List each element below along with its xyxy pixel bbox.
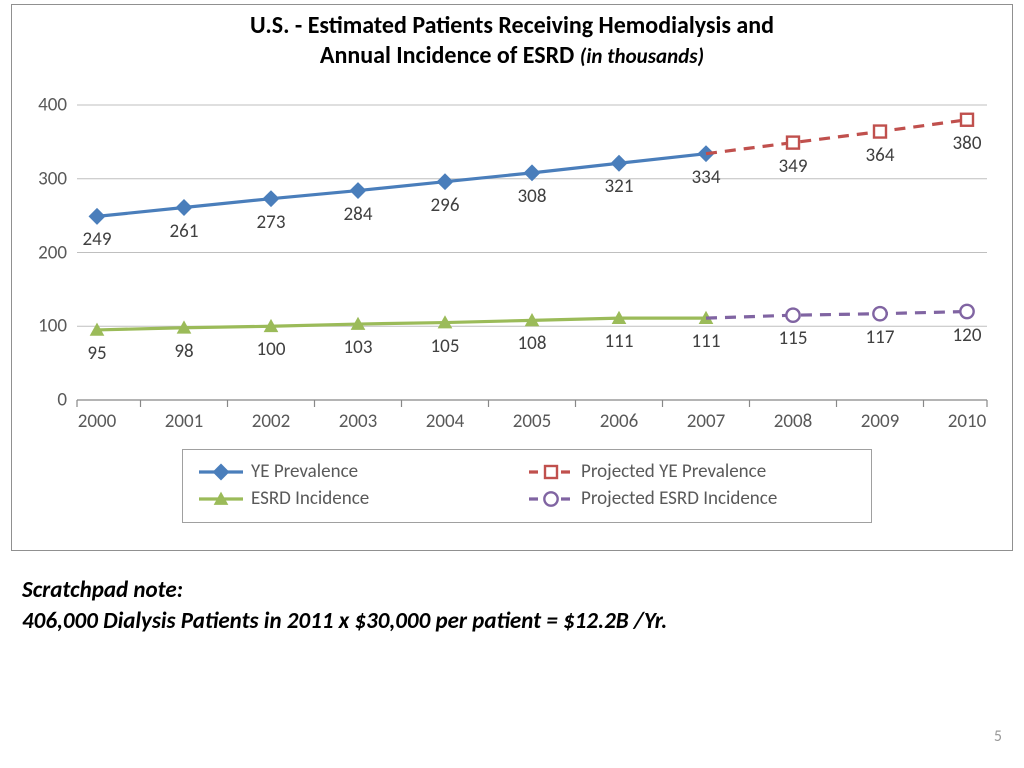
legend-item-esrd-incidence: ESRD Incidence	[197, 485, 527, 512]
data-label: 115	[779, 327, 808, 350]
note-heading: Scratchpad note:	[22, 575, 1014, 606]
data-label: 108	[518, 332, 547, 355]
legend-swatch	[527, 490, 575, 508]
data-label: 380	[953, 132, 982, 155]
x-axis-tick-label: 2000	[78, 400, 117, 433]
x-axis-tick-label: 2006	[600, 400, 639, 433]
legend-item-projected-ye-prevalence: Projected YE Prevalence	[527, 458, 857, 485]
data-label: 111	[605, 330, 634, 353]
data-label: 98	[174, 340, 193, 363]
x-axis-tick-label: 2005	[513, 400, 552, 433]
legend-label: ESRD Incidence	[251, 487, 369, 510]
legend-item-ye-prevalence: YE Prevalence	[197, 458, 527, 485]
legend-label: Projected ESRD Incidence	[581, 487, 777, 510]
x-axis-tick-label: 2009	[861, 400, 900, 433]
chart-legend: YE Prevalence Projected YE Prevalence ES…	[182, 449, 872, 523]
data-label: 103	[344, 336, 373, 359]
page-number: 5	[994, 727, 1002, 746]
slide: U.S. - Estimated Patients Receiving Hemo…	[0, 0, 1024, 768]
x-axis-tick-label: 2002	[252, 400, 291, 433]
data-label: 273	[257, 211, 286, 234]
legend-swatch	[527, 463, 575, 481]
data-label: 308	[518, 185, 547, 208]
data-label: 100	[257, 338, 286, 361]
legend-item-projected-esrd-incidence: Projected ESRD Incidence	[527, 485, 857, 512]
chart-plot-area: 0100200300400200020012002200320042005200…	[77, 105, 987, 400]
y-axis-tick-label: 300	[38, 167, 77, 190]
x-axis-tick-label: 2004	[426, 400, 465, 433]
note-body: 406,000 Dialysis Patients in 2011 x $30,…	[22, 606, 1014, 637]
chart-title-line2: Annual Incidence of ESRD (in thousands)	[12, 41, 1012, 71]
data-label: 349	[779, 155, 808, 178]
x-axis-tick-label: 2007	[687, 400, 726, 433]
chart-frame: U.S. - Estimated Patients Receiving Hemo…	[11, 4, 1013, 551]
data-label: 364	[866, 144, 895, 167]
legend-label: YE Prevalence	[251, 460, 358, 483]
x-axis-tick-label: 2003	[339, 400, 378, 433]
data-label: 284	[344, 203, 373, 226]
data-label: 95	[87, 342, 106, 365]
data-label: 334	[692, 166, 721, 189]
legend-swatch	[197, 490, 245, 508]
y-axis-tick-label: 200	[38, 241, 77, 264]
data-label: 117	[866, 326, 895, 349]
data-label: 296	[431, 194, 460, 217]
data-label: 321	[605, 175, 634, 198]
legend-label: Projected YE Prevalence	[581, 460, 766, 483]
x-axis-tick-label: 2008	[774, 400, 813, 433]
x-axis-tick-label: 2010	[948, 400, 987, 433]
legend-swatch	[197, 463, 245, 481]
x-axis-tick-label: 2001	[165, 400, 204, 433]
y-axis-tick-label: 400	[38, 94, 77, 117]
data-label: 120	[953, 324, 982, 347]
chart-title: U.S. - Estimated Patients Receiving Hemo…	[12, 5, 1012, 71]
data-label: 249	[83, 228, 112, 251]
scratchpad-note: Scratchpad note: 406,000 Dialysis Patien…	[22, 575, 1014, 637]
data-label: 261	[170, 220, 199, 243]
y-axis-tick-label: 0	[57, 389, 77, 412]
data-label: 111	[692, 330, 721, 353]
y-axis-tick-label: 100	[38, 315, 77, 338]
chart-title-line1: U.S. - Estimated Patients Receiving Hemo…	[12, 11, 1012, 41]
data-label: 105	[431, 335, 460, 358]
